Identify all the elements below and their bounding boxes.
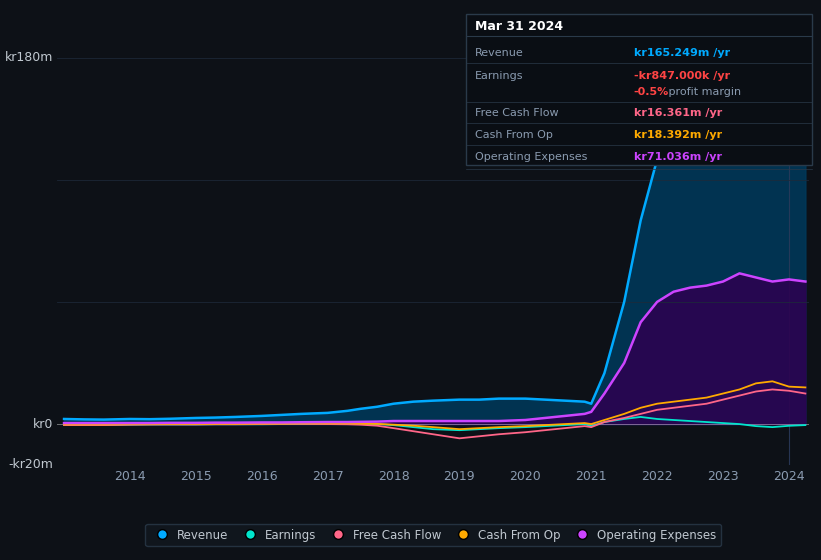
Text: kr180m: kr180m: [6, 51, 53, 64]
Text: kr18.392m /yr: kr18.392m /yr: [634, 130, 722, 140]
Text: -kr847.000k /yr: -kr847.000k /yr: [634, 71, 730, 81]
Text: Earnings: Earnings: [475, 71, 524, 81]
Legend: Revenue, Earnings, Free Cash Flow, Cash From Op, Operating Expenses: Revenue, Earnings, Free Cash Flow, Cash …: [145, 524, 721, 546]
Text: -kr20m: -kr20m: [9, 458, 53, 472]
Text: kr0: kr0: [34, 418, 53, 431]
Text: kr16.361m /yr: kr16.361m /yr: [634, 108, 722, 118]
Text: profit margin: profit margin: [665, 87, 741, 97]
Text: kr71.036m /yr: kr71.036m /yr: [634, 152, 722, 162]
Text: Revenue: Revenue: [475, 48, 524, 58]
Text: Cash From Op: Cash From Op: [475, 130, 553, 140]
Text: Mar 31 2024: Mar 31 2024: [475, 20, 563, 33]
Text: kr165.249m /yr: kr165.249m /yr: [634, 48, 730, 58]
Text: -0.5%: -0.5%: [634, 87, 669, 97]
Text: Free Cash Flow: Free Cash Flow: [475, 108, 559, 118]
Text: Operating Expenses: Operating Expenses: [475, 152, 588, 162]
